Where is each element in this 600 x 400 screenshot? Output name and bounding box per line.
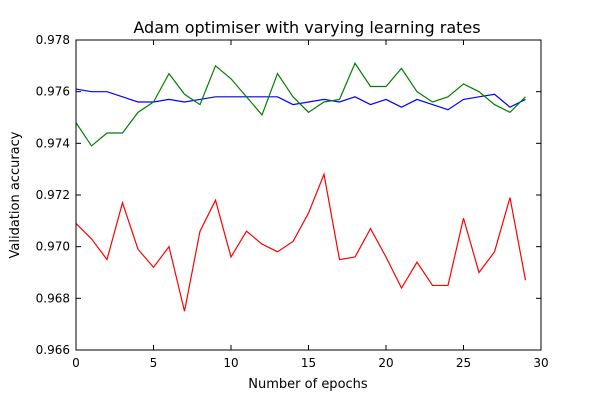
- x-tick-label: 0: [72, 356, 80, 370]
- chart-title: Adam optimiser with varying learning rat…: [133, 18, 480, 37]
- x-axis-label: Number of epochs: [248, 377, 368, 392]
- x-tick-label: 30: [533, 356, 548, 370]
- series-line-3: [75, 172, 527, 312]
- y-tick-label: 0.966: [36, 343, 70, 357]
- x-tick-label: 10: [223, 356, 238, 370]
- series-line-2: [75, 61, 526, 147]
- y-tick-label: 0.968: [36, 291, 70, 305]
- y-axis-ticks: 0.966 0.968 0.970 0.972 0.974 0.976 0.978: [36, 33, 541, 357]
- y-tick-label: 0.972: [36, 188, 70, 202]
- x-tick-label: 25: [456, 356, 471, 370]
- plot-frame: [75, 39, 542, 351]
- y-tick-label: 0.974: [36, 136, 70, 150]
- y-tick-label: 0.970: [36, 240, 70, 254]
- y-axis-label: Validation accuracy: [8, 131, 23, 258]
- y-tick-label: 0.978: [36, 33, 70, 47]
- x-tick-label: 15: [301, 356, 316, 370]
- series-line-1: [75, 88, 526, 111]
- plot-area: [75, 61, 527, 312]
- x-tick-label: 20: [378, 356, 393, 370]
- x-axis-ticks: 0 5 10 15 20 25 30: [72, 40, 549, 370]
- y-tick-label: 0.976: [36, 85, 70, 99]
- x-tick-label: 5: [150, 356, 158, 370]
